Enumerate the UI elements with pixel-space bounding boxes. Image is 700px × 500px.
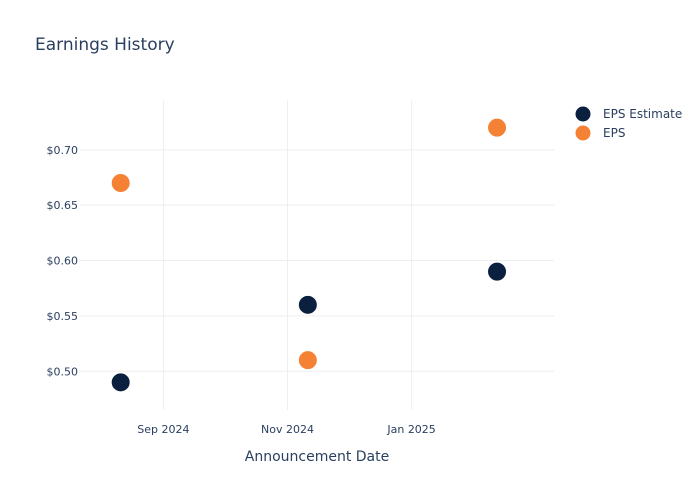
y-tick-label: $0.70 [47, 144, 79, 157]
legend-label: EPS Estimate [603, 107, 682, 121]
legend-item[interactable]: EPS Estimate [575, 106, 683, 122]
legend-item[interactable]: EPS [575, 125, 626, 141]
chart-title: Earnings History [35, 35, 175, 55]
data-point[interactable] [297, 350, 318, 371]
x-tick-label: Jan 2025 [386, 423, 435, 436]
grid [80, 100, 554, 410]
legend-label: EPS [603, 126, 625, 140]
x-tick-label: Sep 2024 [137, 423, 189, 436]
y-tick-label: $0.65 [47, 199, 79, 212]
data-points [110, 117, 508, 393]
legend-marker [575, 106, 591, 122]
y-tick-label: $0.55 [47, 310, 79, 323]
data-point[interactable] [110, 372, 131, 393]
x-axis-ticks: Sep 2024 Nov 2024 Jan 2025 [137, 423, 436, 436]
x-axis-title: Announcement Date [245, 449, 389, 465]
data-point[interactable] [487, 261, 508, 282]
y-axis-ticks: $0.50 $0.55 $0.60 $0.65 $0.70 [47, 144, 79, 378]
legend-marker [575, 125, 591, 141]
x-tick-label: Nov 2024 [261, 423, 314, 436]
y-tick-label: $0.60 [47, 255, 79, 268]
y-tick-label: $0.50 [47, 365, 79, 378]
legend[interactable]: EPS Estimate EPS [575, 106, 683, 141]
data-point[interactable] [487, 117, 508, 138]
data-point[interactable] [110, 173, 131, 194]
data-point[interactable] [297, 294, 318, 315]
